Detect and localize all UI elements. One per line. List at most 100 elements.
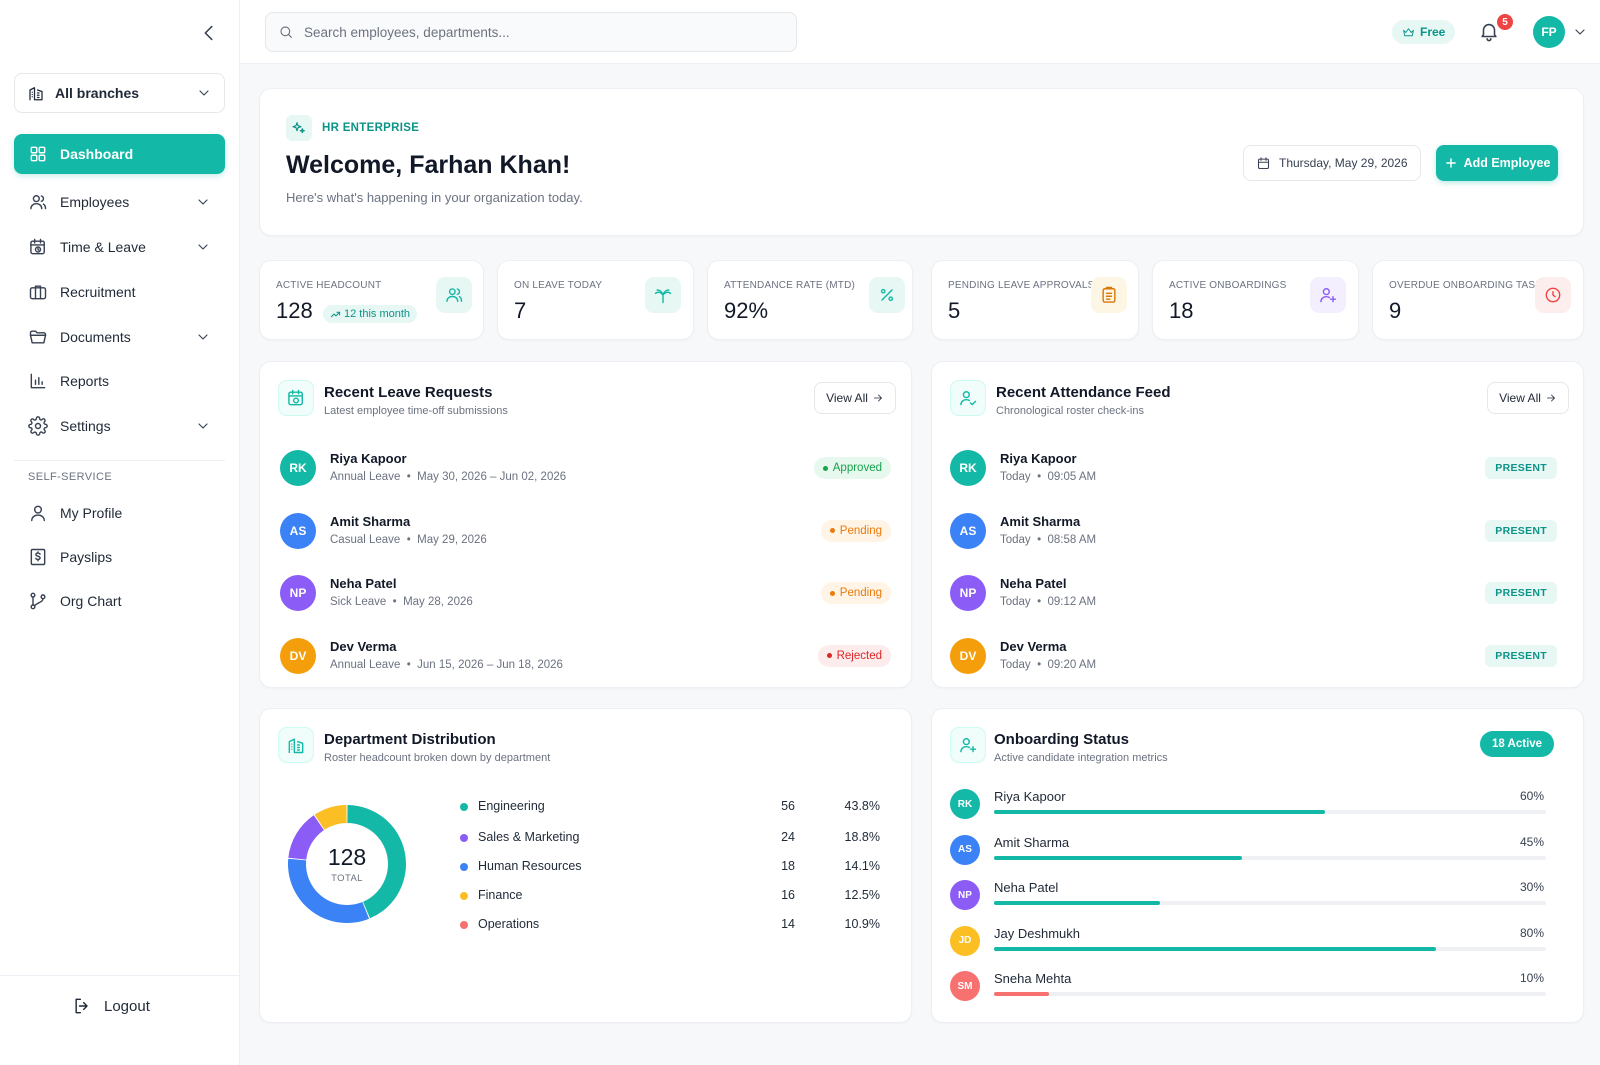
nav-reports[interactable]: Reports xyxy=(14,361,225,401)
leave-request-row[interactable]: AS Amit Sharma Casual Leave • May 29, 2026… xyxy=(280,509,891,553)
sidebar: All branches Dashboard Employees Time & … xyxy=(0,0,240,1065)
separator-dot: • xyxy=(1030,533,1048,546)
candidate-name: Sneha Mehta xyxy=(994,971,1072,986)
leave-request-row[interactable]: RK Riya Kapoor Annual Leave • May 30, 2026… xyxy=(280,446,891,490)
nav-recruitment[interactable]: Recruitment xyxy=(14,272,225,312)
stat-card-on-leave[interactable]: ON LEAVE TODAY 7 xyxy=(497,260,694,340)
divider xyxy=(14,460,225,461)
add-employee-button[interactable]: Add Employee xyxy=(1436,145,1558,181)
nav-time-leave[interactable]: Time & Leave xyxy=(14,227,225,267)
progress-bar xyxy=(994,946,1546,951)
attendance-row[interactable]: NP Neha Patel Today • 09:12 AM PRESENT xyxy=(950,571,1561,615)
branch-selector[interactable]: All branches xyxy=(14,73,225,113)
checkin-day: Today xyxy=(1000,471,1031,483)
department-legend-item[interactable]: Engineering 56 43.8% xyxy=(460,798,885,818)
checkin-meta: Today • 09:20 AM xyxy=(1000,659,1096,671)
legend-dot xyxy=(460,863,468,871)
donut-segment[interactable] xyxy=(314,805,347,830)
progress-percent: 80% xyxy=(1519,925,1544,940)
panel-subtitle: Chronological roster check-ins xyxy=(996,405,1144,417)
donut-segment[interactable] xyxy=(288,815,324,860)
user-avatar[interactable]: FP xyxy=(1533,16,1565,48)
hr-enterprise-tag: HR ENTERPRISE xyxy=(286,115,419,141)
leave-request-row[interactable]: DV Dev Verma Annual Leave • Jun 15, 2026 –… xyxy=(280,634,891,678)
department-legend-item[interactable]: Finance 16 12.5% xyxy=(460,887,885,907)
chevron-down-icon[interactable] xyxy=(1572,24,1588,40)
stat-value: 18 xyxy=(1169,298,1194,323)
search-input[interactable] xyxy=(304,24,784,40)
stat-label: ACTIVE ONBOARDINGS xyxy=(1169,280,1287,291)
attendance-row[interactable]: AS Amit Sharma Today • 08:58 AM PRESENT xyxy=(950,509,1561,553)
department-legend-item[interactable]: Human Resources 18 14.1% xyxy=(460,858,885,878)
checkin-meta: Today • 09:12 AM xyxy=(1000,596,1096,608)
divider xyxy=(0,975,239,976)
onboarding-row[interactable]: JD Jay Deshmukh 80% xyxy=(950,924,1550,964)
nav-payslips[interactable]: Payslips xyxy=(14,537,225,577)
nav-settings[interactable]: Settings xyxy=(14,406,225,446)
employee-name: Neha Patel xyxy=(330,576,397,591)
leave-type: Annual Leave xyxy=(330,658,401,671)
nav-label: My Profile xyxy=(60,505,123,521)
chevron-down-icon xyxy=(196,85,212,101)
department-name: Human Resources xyxy=(478,859,582,873)
search-bar[interactable] xyxy=(265,12,797,52)
trend-up-icon xyxy=(330,309,341,320)
checkin-day: Today xyxy=(1000,596,1031,608)
stat-label: ACTIVE HEADCOUNT xyxy=(276,280,382,291)
onboarding-row[interactable]: NP Neha Patel 30% xyxy=(950,878,1550,918)
leave-request-row[interactable]: NP Neha Patel Sick Leave • May 28, 2026 Pen… xyxy=(280,571,891,615)
progress-percent: 10% xyxy=(1519,971,1544,985)
chevron-down-icon xyxy=(195,329,211,345)
onboarding-row[interactable]: SM Sneha Mehta 10% xyxy=(950,969,1550,1009)
logout-button[interactable]: Logout xyxy=(72,996,150,1016)
status-dot xyxy=(829,528,835,533)
users-icon xyxy=(28,192,48,212)
department-name: Finance xyxy=(478,888,523,902)
candidate-name: Riya Kapoor xyxy=(994,789,1066,804)
branch-label: All branches xyxy=(55,85,140,101)
attendance-row[interactable]: RK Riya Kapoor Today • 09:05 AM PRESENT xyxy=(950,446,1561,490)
status-badge: PRESENT xyxy=(1485,519,1557,542)
progress-bar xyxy=(994,810,1546,814)
nav-documents[interactable]: Documents xyxy=(14,317,225,357)
stat-card-overdue-tasks[interactable]: OVERDUE ONBOARDING TASKS 9 xyxy=(1372,260,1584,340)
panel-title: Onboarding Status xyxy=(994,731,1129,748)
welcome-card: HR ENTERPRISE Welcome, Farhan Khan! Here… xyxy=(259,88,1584,236)
avatar: NP xyxy=(950,575,986,611)
nav-employees[interactable]: Employees xyxy=(14,182,225,222)
collapse-sidebar-icon[interactable] xyxy=(198,22,220,44)
bell-icon[interactable] xyxy=(1478,20,1502,44)
page-title: Welcome, Farhan Khan! xyxy=(286,151,571,179)
separator-dot: • xyxy=(386,596,404,608)
plan-badge[interactable]: Free xyxy=(1392,20,1456,44)
view-all-button[interactable]: View All xyxy=(1487,382,1569,414)
progress-bar xyxy=(994,855,1546,860)
date-picker[interactable]: Thursday, May 29, 2026 xyxy=(1243,145,1421,181)
separator-dot: • xyxy=(400,471,418,483)
checkin-meta: Today • 08:58 AM xyxy=(1000,534,1096,546)
panel-title: Department Distribution xyxy=(324,731,496,748)
view-all-button[interactable]: View All xyxy=(814,382,896,414)
onboarding-row[interactable]: RK Riya Kapoor 60% xyxy=(950,787,1550,827)
stat-card-pending-approvals[interactable]: PENDING LEAVE APPROVALS 5 xyxy=(931,260,1139,340)
nav-label: Documents xyxy=(60,329,131,345)
view-all-label: View All xyxy=(1499,391,1541,405)
stat-card-attendance[interactable]: ATTENDANCE RATE (MTD) 92% xyxy=(707,260,913,340)
department-legend-item[interactable]: Sales & Marketing 24 18.8% xyxy=(460,829,885,849)
nav-dashboard[interactable]: Dashboard xyxy=(14,134,225,174)
avatar: RK xyxy=(950,789,980,819)
clipboard-icon xyxy=(1091,277,1127,313)
status-dot xyxy=(829,590,835,596)
nav-org-chart[interactable]: Org Chart xyxy=(14,581,225,621)
stat-card-active-onboardings[interactable]: ACTIVE ONBOARDINGS 18 xyxy=(1152,260,1359,340)
department-legend-item[interactable]: Operations 14 10.9% xyxy=(460,916,885,936)
donut-segment[interactable] xyxy=(347,805,406,919)
attendance-row[interactable]: DV Dev Verma Today • 09:20 AM PRESENT xyxy=(950,634,1561,678)
nav-my-profile[interactable]: My Profile xyxy=(14,493,225,533)
progress-bar xyxy=(994,901,1546,905)
onboarding-row[interactable]: AS Amit Sharma 45% xyxy=(950,833,1550,873)
department-count: 16 xyxy=(781,888,795,902)
nav-label: Org Chart xyxy=(60,593,122,609)
donut-segment[interactable] xyxy=(288,858,370,923)
stat-card-headcount[interactable]: ACTIVE HEADCOUNT 128 12 this month xyxy=(259,260,484,340)
